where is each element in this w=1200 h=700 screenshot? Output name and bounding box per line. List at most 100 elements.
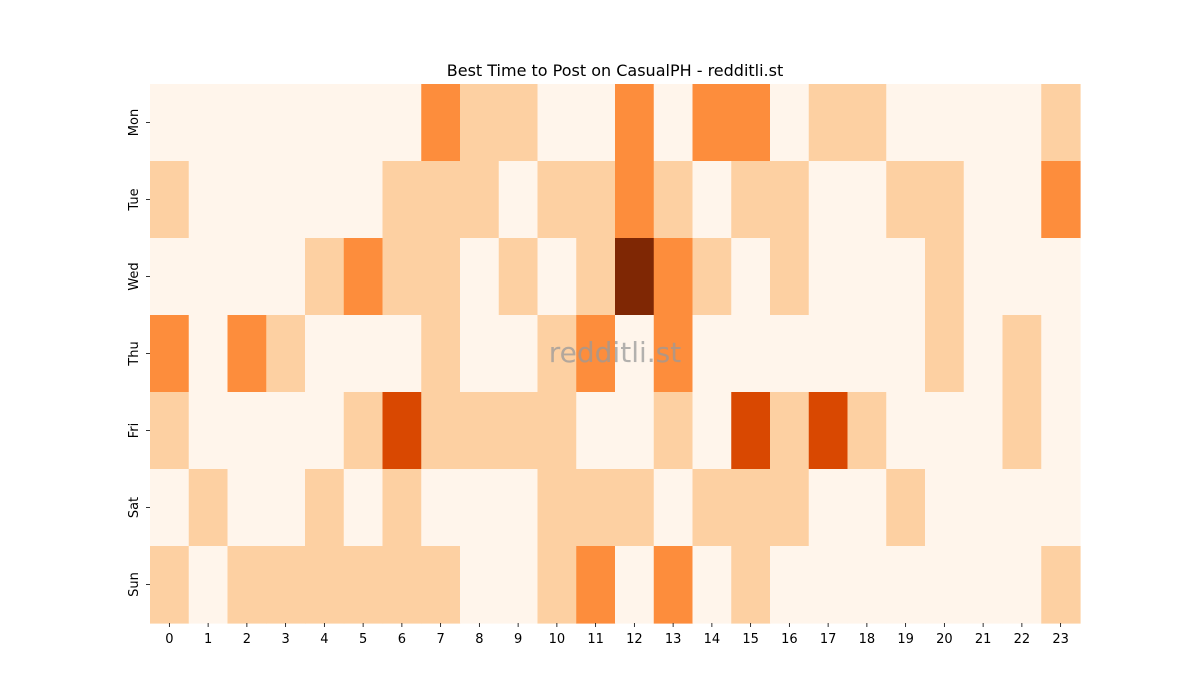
heatmap-cell-tue-5	[343, 161, 384, 239]
heatmap-cell-fri-19	[886, 392, 926, 470]
x-tick-label: 19	[897, 632, 914, 647]
heatmap-cell-thu-1	[188, 315, 229, 393]
x-tick-label: 10	[549, 632, 566, 647]
heatmap-cell-fri-2	[227, 392, 267, 470]
heatmap-cell-tue-14	[692, 161, 732, 239]
heatmap-cell-fri-14	[692, 392, 732, 470]
heatmap-cell-tue-19	[886, 161, 926, 239]
x-tick-label: 23	[1052, 632, 1069, 647]
heatmap-cell-sat-19	[886, 469, 926, 547]
x-tick-label: 13	[665, 632, 682, 647]
heatmap-cell-sat-18	[847, 469, 887, 547]
heatmap-cell-thu-22	[1002, 315, 1042, 393]
heatmap-cell-sun-16	[770, 546, 810, 624]
heatmap-cell-fri-0	[150, 392, 190, 470]
heatmap-cell-fri-4	[305, 392, 345, 470]
heatmap-cell-wed-1	[188, 238, 229, 316]
x-tick-label: 15	[742, 632, 759, 647]
heatmap-cell-fri-6	[382, 392, 422, 470]
heatmap-cell-wed-21	[963, 238, 1004, 316]
heatmap-cell-sat-6	[382, 469, 422, 547]
heatmap-cell-mon-13	[653, 84, 694, 162]
heatmap-cell-thu-18	[847, 315, 887, 393]
x-tick-label: 4	[320, 632, 328, 647]
x-tick-label: 12	[626, 632, 643, 647]
heatmap-cell-sat-14	[692, 469, 732, 547]
heatmap-cell-sun-7	[421, 546, 461, 624]
heatmap-cell-sat-12	[615, 469, 655, 547]
heatmap-cell-thu-6	[382, 315, 422, 393]
heatmap-cell-mon-12	[615, 84, 655, 162]
heatmap-cell-mon-1	[188, 84, 229, 162]
heatmap-cell-tue-16	[770, 161, 810, 239]
heatmap-cell-wed-3	[266, 238, 306, 316]
heatmap-cell-sat-21	[963, 469, 1004, 547]
heatmap-cell-thu-20	[925, 315, 965, 393]
heatmap-cell-fri-18	[847, 392, 887, 470]
heatmap-cell-fri-5	[343, 392, 384, 470]
heatmap-cell-sun-18	[847, 546, 887, 624]
heatmap-cell-fri-12	[615, 392, 655, 470]
heatmap-cell-mon-6	[382, 84, 422, 162]
heatmap-cell-sat-4	[305, 469, 345, 547]
heatmap-cell-thu-23	[1041, 315, 1081, 393]
heatmap-cell-fri-11	[576, 392, 616, 470]
heatmap-cell-fri-13	[653, 392, 694, 470]
x-tick-label: 7	[436, 632, 444, 647]
heatmap-cell-mon-20	[925, 84, 965, 162]
heatmap-cell-mon-7	[421, 84, 461, 162]
heatmap-cell-sun-22	[1002, 546, 1042, 624]
heatmap-cell-wed-22	[1002, 238, 1042, 316]
x-tick-label: 2	[243, 632, 251, 647]
heatmap-cell-sat-5	[343, 469, 384, 547]
heatmap-cell-sun-20	[925, 546, 965, 624]
x-tick-label: 18	[859, 632, 876, 647]
heatmap-cell-thu-3	[266, 315, 306, 393]
x-tick-label: 16	[781, 632, 798, 647]
x-tick-label: 20	[936, 632, 953, 647]
heatmap-cell-mon-22	[1002, 84, 1042, 162]
heatmap-cell-sun-11	[576, 546, 616, 624]
heatmap-cell-mon-18	[847, 84, 887, 162]
heatmap-cell-fri-3	[266, 392, 306, 470]
heatmap-cell-tue-6	[382, 161, 422, 239]
heatmap-cell-wed-15	[731, 238, 771, 316]
heatmap-cell-thu-11	[576, 315, 616, 393]
heatmap-cell-sat-22	[1002, 469, 1042, 547]
heatmap-cell-tue-22	[1002, 161, 1042, 239]
heatmap-cell-mon-15	[731, 84, 771, 162]
heatmap-cell-tue-10	[537, 161, 577, 239]
heatmap-cell-fri-17	[808, 392, 849, 470]
heatmap-cell-sat-3	[266, 469, 306, 547]
heatmap-cell-thu-19	[886, 315, 926, 393]
heatmap-cell-sun-1	[188, 546, 229, 624]
heatmap-cell-sun-5	[343, 546, 384, 624]
heatmap-cell-wed-6	[382, 238, 422, 316]
heatmap-cell-sun-19	[886, 546, 926, 624]
heatmap-cell-fri-1	[188, 392, 229, 470]
heatmap-cell-tue-11	[576, 161, 616, 239]
heatmap-cell-wed-14	[692, 238, 732, 316]
heatmap-cell-sat-1	[188, 469, 229, 547]
heatmap-cell-thu-21	[963, 315, 1004, 393]
heatmap-cell-tue-13	[653, 161, 694, 239]
heatmap-cell-sun-4	[305, 546, 345, 624]
x-tick-label: 0	[165, 632, 173, 647]
heatmap-cell-sun-23	[1041, 546, 1081, 624]
heatmap-cell-tue-18	[847, 161, 887, 239]
x-axis: 0 1 2 3 4 5 6 7 8 9 10 11 12 13 14 15 16 17 18 19 20 21 22 23	[165, 623, 1069, 647]
heatmap-cell-mon-2	[227, 84, 267, 162]
heatmap-cell-fri-22	[1002, 392, 1042, 470]
heatmap-cell-thu-13	[653, 315, 694, 393]
y-tick-label: Mon	[127, 109, 142, 136]
heatmap-cell-thu-4	[305, 315, 345, 393]
heatmap-cell-tue-7	[421, 161, 461, 239]
heatmap-cells	[150, 84, 1081, 624]
heatmap-cell-thu-2	[227, 315, 267, 393]
heatmap-cell-wed-4	[305, 238, 345, 316]
watermark-text: redditli.st	[549, 336, 681, 369]
heatmap-cell-sun-6	[382, 546, 422, 624]
y-tick-label: Sun	[127, 572, 142, 597]
heatmap-cell-sat-20	[925, 469, 965, 547]
